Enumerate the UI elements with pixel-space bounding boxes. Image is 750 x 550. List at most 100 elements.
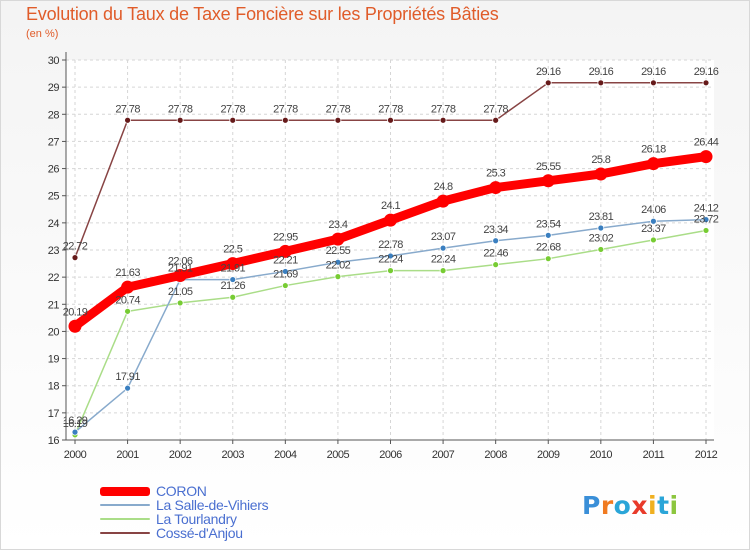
data-label-coron: 24.8 [434,181,453,193]
data-point-cosse-d-anjou [335,117,341,123]
data-label-la-salle-de-vihiers: 24.12 [694,203,719,215]
data-point-coron [700,150,713,163]
data-label-cosse-d-anjou: 27.78 [273,103,298,115]
data-point-la-tourlandry [650,237,656,243]
y-tick-label: 30 [48,55,60,67]
data-label-la-salle-de-vihiers: 21.91 [220,263,245,275]
data-label-cosse-d-anjou: 22.72 [63,241,88,253]
data-label-cosse-d-anjou: 27.78 [326,103,351,115]
y-tick-label: 27 [48,136,60,148]
data-label-coron: 24.1 [381,200,400,212]
x-tick-label: 2003 [222,449,245,461]
legend: CORON La Salle-de-Vihiers La Tourlandry … [100,484,268,540]
logo-letter: P [582,491,601,520]
data-label-cosse-d-anjou: 27.78 [431,103,456,115]
data-label-coron: 25.55 [536,161,561,173]
x-tick-label: 2000 [64,449,87,461]
legend-swatch-cosse-d-anjou [100,532,150,534]
data-label-coron: 22.06 [168,256,193,268]
y-tick-label: 28 [48,109,60,121]
x-tick-label: 2007 [432,449,455,461]
data-label-la-salle-de-vihiers: 22.21 [273,254,298,266]
legend-item-cosse-d-anjou: Cossé-d'Anjou [100,526,268,540]
data-point-cosse-d-anjou [125,117,131,123]
logo-letter: x [631,491,648,520]
data-label-la-salle-de-vihiers: 17.91 [115,371,140,383]
data-point-la-tourlandry [388,268,394,274]
data-point-la-tourlandry [440,268,446,274]
data-point-la-salle-de-vihiers [125,385,131,391]
legend-label-la-salle-de-vihiers: La Salle-de-Vihiers [156,498,268,512]
data-point-cosse-d-anjou [72,255,78,261]
data-point-la-salle-de-vihiers [545,232,551,238]
data-point-cosse-d-anjou [282,117,288,123]
data-label-coron: 26.44 [694,137,719,149]
legend-item-coron: CORON [100,484,268,498]
y-tick-label: 24 [48,218,60,230]
data-point-la-salle-de-vihiers [440,245,446,251]
legend-label-la-tourlandry: La Tourlandry [156,512,237,526]
data-point-la-salle-de-vihiers [72,429,78,435]
data-label-la-tourlandry: 21.69 [273,269,298,281]
data-point-la-salle-de-vihiers [493,238,499,244]
x-tick-label: 2002 [169,449,192,461]
y-tick-label: 17 [48,408,60,420]
data-point-coron [69,320,82,333]
logo-letter: t [657,491,669,520]
data-label-la-tourlandry: 21.05 [168,286,193,298]
data-label-coron: 25.3 [486,168,505,180]
data-label-cosse-d-anjou: 29.16 [694,66,719,78]
x-tick-label: 2011 [643,449,665,461]
data-label-coron: 22.95 [273,231,298,243]
legend-item-la-salle-de-vihiers: La Salle-de-Vihiers [100,498,268,512]
x-tick-label: 2001 [116,449,139,461]
y-tick-label: 19 [48,354,60,366]
data-point-la-tourlandry [335,274,341,280]
y-tick-label: 29 [48,82,60,94]
x-tick-label: 2008 [484,449,507,461]
x-tick-label: 2009 [537,449,560,461]
data-label-coron: 25.8 [591,154,610,166]
y-tick-label: 26 [48,164,60,176]
legend-swatch-la-tourlandry [100,518,150,520]
x-tick-label: 2006 [379,449,402,461]
x-tick-label: 2005 [327,449,350,461]
logo-letter: o [614,491,632,520]
data-label-la-tourlandry: 23.37 [641,223,666,235]
data-point-la-tourlandry [545,256,551,262]
data-label-la-salle-de-vihiers: 23.07 [431,231,456,243]
data-point-cosse-d-anjou [230,117,236,123]
legend-swatch-coron [100,487,150,496]
data-point-la-tourlandry [282,283,288,289]
data-point-cosse-d-anjou [493,117,499,123]
data-point-cosse-d-anjou [598,80,604,86]
data-point-coron [647,157,660,170]
data-point-la-tourlandry [177,300,183,306]
data-label-cosse-d-anjou: 29.16 [589,66,614,78]
data-label-coron: 22.5 [223,244,242,256]
data-point-cosse-d-anjou [388,117,394,123]
data-point-cosse-d-anjou [177,117,183,123]
logo-letter: i [648,491,657,520]
data-label-la-tourlandry: 20.74 [115,294,140,306]
y-tick-label: 16 [48,435,60,447]
x-tick-label: 2012 [695,449,718,461]
y-tick-label: 20 [48,326,60,338]
data-label-la-salle-de-vihiers: 23.54 [536,218,561,230]
data-label-coron: 26.18 [641,144,666,156]
y-tick-label: 23 [48,245,60,257]
data-point-coron [489,181,502,194]
data-label-la-salle-de-vihiers: 24.06 [641,204,666,216]
data-point-la-tourlandry [598,246,604,252]
data-point-cosse-d-anjou [440,117,446,123]
x-tick-label: 2010 [590,449,613,461]
data-label-la-salle-de-vihiers: 16.29 [63,415,88,427]
data-label-coron: 23.4 [328,219,347,231]
data-label-cosse-d-anjou: 27.78 [378,103,403,115]
data-point-cosse-d-anjou [650,80,656,86]
data-label-cosse-d-anjou: 27.78 [483,103,508,115]
y-tick-label: 18 [48,381,60,393]
data-point-coron [594,168,607,181]
data-point-coron [331,233,344,246]
data-label-la-tourlandry: 22.46 [483,248,508,260]
